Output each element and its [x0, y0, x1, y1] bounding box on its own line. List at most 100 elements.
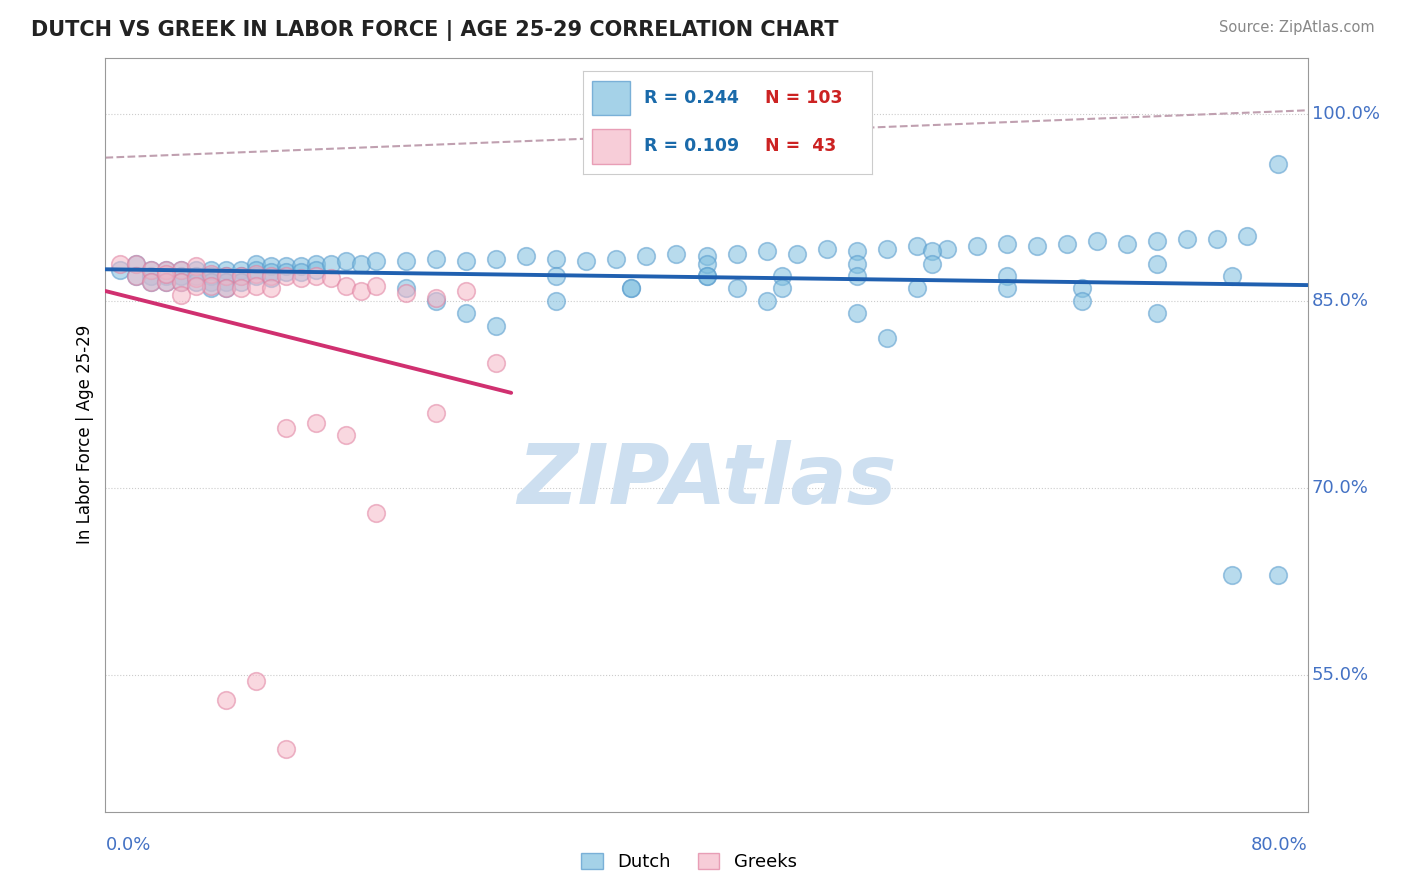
Point: [245, 267, 267, 281]
FancyBboxPatch shape: [592, 80, 630, 115]
Point: [921, 244, 943, 258]
Point: [260, 265, 283, 279]
Point: [139, 262, 162, 277]
Point: [485, 318, 508, 333]
Point: [245, 256, 267, 270]
Point: [425, 406, 447, 420]
Text: DUTCH VS GREEK IN LABOR FORCE | AGE 25-29 CORRELATION CHART: DUTCH VS GREEK IN LABOR FORCE | AGE 25-2…: [31, 20, 838, 41]
Point: [966, 239, 988, 253]
Point: [845, 244, 868, 258]
Point: [364, 506, 387, 520]
Point: [229, 281, 252, 295]
Point: [546, 268, 568, 283]
Point: [214, 262, 236, 277]
Point: [665, 246, 688, 260]
Text: Source: ZipAtlas.com: Source: ZipAtlas.com: [1219, 20, 1375, 35]
Point: [214, 275, 236, 289]
Point: [425, 252, 447, 266]
Point: [245, 262, 267, 277]
Point: [364, 279, 387, 293]
Point: [169, 262, 191, 277]
Point: [1085, 234, 1108, 248]
Point: [110, 262, 132, 277]
Point: [815, 242, 838, 256]
Point: [155, 275, 177, 289]
Point: [620, 281, 643, 295]
Text: 0.0%: 0.0%: [105, 836, 150, 854]
Point: [1116, 236, 1139, 251]
Point: [139, 268, 162, 283]
Point: [755, 293, 778, 308]
Point: [124, 256, 146, 270]
Point: [696, 249, 718, 263]
Point: [350, 256, 373, 270]
Point: [214, 281, 236, 295]
Point: [124, 256, 146, 270]
Point: [335, 279, 357, 293]
Point: [245, 268, 267, 283]
Point: [155, 275, 177, 289]
FancyBboxPatch shape: [592, 128, 630, 163]
Point: [425, 292, 447, 306]
Point: [1146, 234, 1168, 248]
Point: [274, 421, 297, 435]
Point: [1146, 306, 1168, 320]
Text: 85.0%: 85.0%: [1312, 292, 1369, 310]
Point: [350, 284, 373, 298]
Text: 80.0%: 80.0%: [1251, 836, 1308, 854]
Text: R = 0.109: R = 0.109: [644, 137, 740, 155]
Point: [1175, 232, 1198, 246]
Point: [845, 268, 868, 283]
Point: [290, 259, 312, 273]
Point: [1206, 232, 1229, 246]
Text: 70.0%: 70.0%: [1312, 479, 1368, 497]
Point: [395, 281, 418, 295]
Point: [214, 281, 236, 295]
Point: [110, 256, 132, 270]
Point: [696, 268, 718, 283]
Point: [260, 268, 283, 283]
Point: [605, 252, 627, 266]
Text: N = 103: N = 103: [765, 89, 842, 107]
Point: [905, 281, 928, 295]
Point: [200, 281, 222, 295]
Point: [395, 286, 418, 301]
Point: [274, 265, 297, 279]
Point: [214, 268, 236, 283]
Point: [124, 268, 146, 283]
Point: [155, 268, 177, 283]
Point: [274, 259, 297, 273]
Point: [260, 281, 283, 295]
Point: [200, 275, 222, 289]
Point: [1267, 568, 1289, 582]
Point: [184, 259, 207, 273]
Point: [274, 268, 297, 283]
Point: [124, 268, 146, 283]
Point: [184, 262, 207, 277]
Point: [290, 265, 312, 279]
Point: [139, 275, 162, 289]
Point: [184, 275, 207, 289]
Point: [696, 268, 718, 283]
Y-axis label: In Labor Force | Age 25-29: In Labor Force | Age 25-29: [76, 326, 94, 544]
Text: R = 0.244: R = 0.244: [644, 89, 740, 107]
Point: [485, 356, 508, 370]
Point: [245, 673, 267, 688]
Point: [260, 271, 283, 285]
Point: [169, 262, 191, 277]
Point: [290, 271, 312, 285]
Point: [364, 254, 387, 268]
Point: [169, 275, 191, 289]
Point: [214, 692, 236, 706]
Text: ZIPAtlas: ZIPAtlas: [517, 440, 896, 521]
Point: [184, 268, 207, 283]
Point: [696, 256, 718, 270]
Point: [184, 279, 207, 293]
Point: [319, 271, 342, 285]
Point: [1222, 568, 1244, 582]
Point: [1146, 256, 1168, 270]
Point: [485, 252, 508, 266]
Text: 55.0%: 55.0%: [1312, 665, 1369, 683]
Point: [575, 254, 598, 268]
Point: [319, 256, 342, 270]
